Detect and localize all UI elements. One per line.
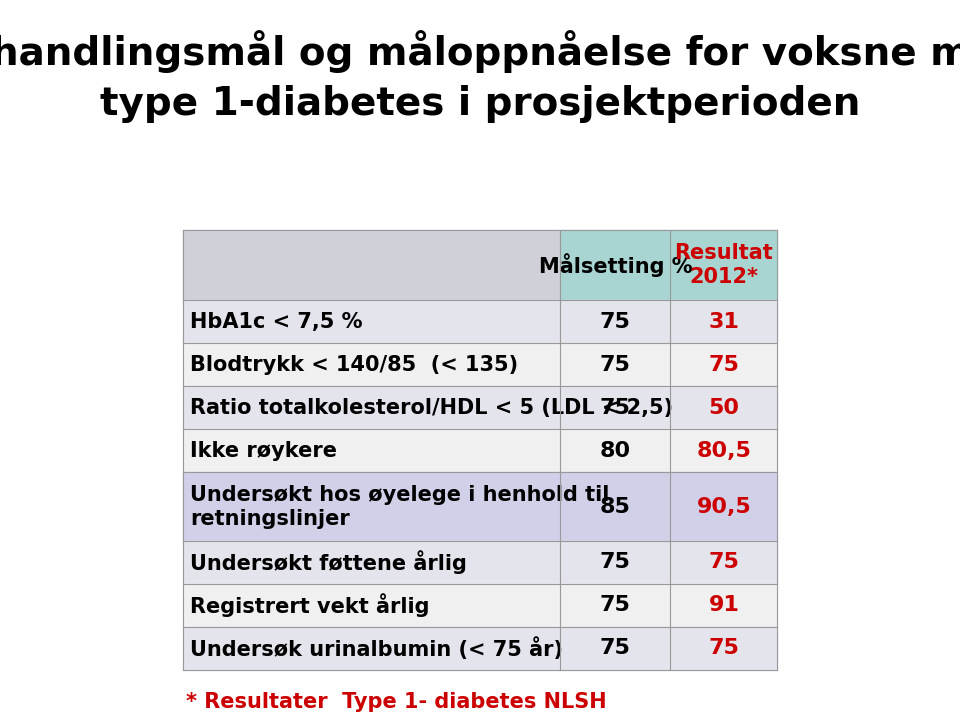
Text: 90,5: 90,5 <box>697 497 752 516</box>
Bar <box>182 429 561 472</box>
Text: HbA1c < 7,5 %: HbA1c < 7,5 % <box>190 311 363 332</box>
Bar <box>182 343 561 386</box>
Bar <box>561 300 670 343</box>
Bar <box>670 584 778 627</box>
Text: 75: 75 <box>600 595 631 616</box>
Bar <box>561 343 670 386</box>
Text: Undersøkt føttene årlig: Undersøkt føttene årlig <box>190 550 468 574</box>
Text: 75: 75 <box>600 311 631 332</box>
Bar <box>561 541 670 584</box>
Text: Registrert vekt årlig: Registrert vekt årlig <box>190 593 430 617</box>
Text: 75: 75 <box>600 638 631 659</box>
Text: 80: 80 <box>600 441 631 461</box>
Text: Ikke røykere: Ikke røykere <box>190 441 337 461</box>
Bar <box>182 541 561 584</box>
Bar <box>670 472 778 541</box>
Text: * Resultater  Type 1- diabetes NLSH: * Resultater Type 1- diabetes NLSH <box>186 692 607 712</box>
Text: 50: 50 <box>708 398 739 417</box>
Bar <box>670 541 778 584</box>
Text: 75: 75 <box>600 398 631 417</box>
Bar <box>670 300 778 343</box>
Text: 31: 31 <box>708 311 739 332</box>
Bar <box>561 230 778 300</box>
Text: 75: 75 <box>708 355 739 374</box>
Bar <box>561 429 670 472</box>
Bar <box>670 343 778 386</box>
Bar <box>182 627 561 670</box>
Text: 85: 85 <box>600 497 631 516</box>
Bar <box>670 429 778 472</box>
Text: 75: 75 <box>708 553 739 572</box>
Bar <box>561 472 670 541</box>
Text: Ratio totalkolesterol/HDL < 5 (LDL < 2,5): Ratio totalkolesterol/HDL < 5 (LDL < 2,5… <box>190 398 673 417</box>
Text: Resultat
2012*: Resultat 2012* <box>675 244 773 286</box>
Bar <box>182 230 561 300</box>
Text: Målsetting %: Målsetting % <box>539 253 692 277</box>
Text: 91: 91 <box>708 595 739 616</box>
Bar <box>182 584 561 627</box>
Text: Blodtrykk < 140/85  (< 135): Blodtrykk < 140/85 (< 135) <box>190 355 518 374</box>
Bar <box>670 627 778 670</box>
Bar <box>182 386 561 429</box>
Bar <box>561 584 670 627</box>
Text: 75: 75 <box>600 355 631 374</box>
Text: 75: 75 <box>708 638 739 659</box>
Text: Behandlingsmål og måloppnåelse for voksne med
type 1-diabetes i prosjektperioden: Behandlingsmål og måloppnåelse for voksn… <box>0 30 960 123</box>
Bar <box>182 300 561 343</box>
Bar <box>561 386 670 429</box>
Text: Undersøkt hos øyelege i henhold til
retningslinjer: Undersøkt hos øyelege i henhold til retn… <box>190 484 610 529</box>
Text: 80,5: 80,5 <box>696 441 752 461</box>
Bar <box>182 472 561 541</box>
Text: Undersøk urinalbumin (< 75 år): Undersøk urinalbumin (< 75 år) <box>190 637 564 660</box>
Bar <box>670 386 778 429</box>
Bar <box>561 627 670 670</box>
Text: 75: 75 <box>600 553 631 572</box>
